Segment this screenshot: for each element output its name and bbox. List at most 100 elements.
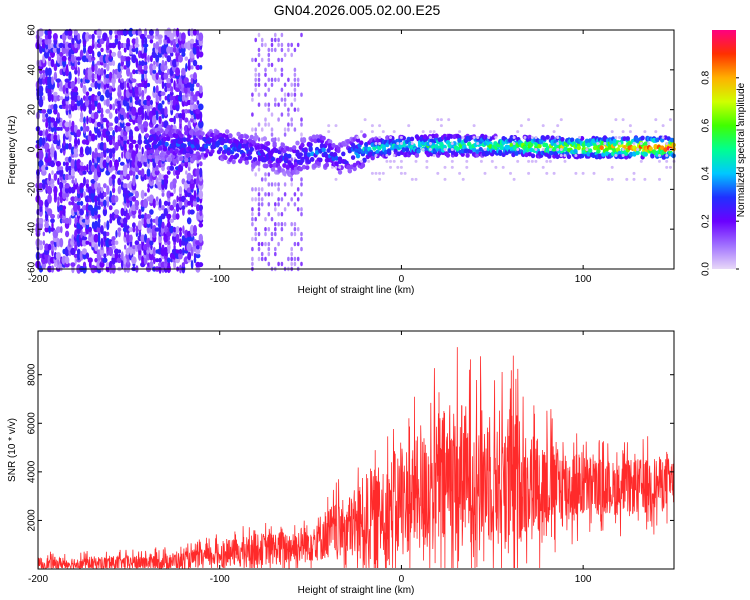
spectrogram-cell bbox=[196, 204, 200, 212]
spectrogram-cell bbox=[94, 257, 98, 263]
spectrogram-cell bbox=[119, 161, 125, 166]
spectrogram-cell bbox=[68, 186, 72, 194]
spectrogram-cell bbox=[70, 196, 76, 202]
spectrogram-cell bbox=[264, 92, 267, 97]
spectrogram-cell bbox=[73, 46, 79, 54]
spectrogram-cell bbox=[161, 192, 165, 197]
spectrogram-cell bbox=[131, 204, 137, 212]
spectrogram-cell bbox=[190, 91, 194, 97]
spectrogram-cell bbox=[93, 151, 99, 159]
spectrogram-cell bbox=[59, 168, 64, 177]
spectrogram-cell bbox=[160, 213, 166, 220]
spectrogram-cell bbox=[50, 58, 55, 68]
spectrogram-cell bbox=[347, 168, 352, 174]
spectrogram-cell bbox=[42, 231, 45, 237]
spectrogram-cell bbox=[138, 60, 142, 66]
spectrogram-cell bbox=[46, 177, 53, 186]
snr-x-tick-label: -200 bbox=[28, 574, 48, 585]
spectrogram-cell bbox=[39, 73, 43, 79]
spectrogram-cell bbox=[167, 261, 171, 268]
spectrogram-cell bbox=[131, 139, 137, 144]
snr-y-ticks: 2000 4000 6000 8000 bbox=[27, 363, 674, 532]
spectrogram-cell bbox=[77, 33, 81, 41]
spectrogram-cell bbox=[184, 199, 189, 208]
spectrogram-cell bbox=[283, 182, 287, 187]
spectrogram-cell bbox=[117, 134, 122, 141]
spectrogram-cell bbox=[129, 234, 133, 243]
spectrogram-cell bbox=[143, 104, 148, 110]
spectrogram-cell bbox=[566, 154, 572, 160]
spectrogram-cell bbox=[77, 66, 80, 77]
spectrogram-cell bbox=[153, 85, 156, 93]
spectrogram-cell bbox=[94, 80, 98, 90]
spectrogram-cell bbox=[621, 148, 625, 151]
spectrogram-cell bbox=[264, 217, 267, 222]
spectrogram-cell bbox=[126, 81, 130, 89]
spectrogram-cell bbox=[48, 56, 52, 61]
spectrogram-cell bbox=[162, 146, 168, 152]
spectrogram-cell bbox=[143, 63, 148, 71]
spectrogram-cell bbox=[228, 133, 233, 139]
spectrogram-cell bbox=[187, 200, 192, 206]
spectrogram-cell bbox=[119, 80, 125, 90]
spectrogram-cell bbox=[301, 164, 307, 170]
spectrogram-cell bbox=[129, 169, 133, 176]
spectrogram-cell bbox=[280, 32, 284, 38]
spectrogram-cell bbox=[109, 103, 113, 110]
spectrogram-cell bbox=[91, 73, 95, 80]
spectrogram-cell bbox=[117, 50, 122, 59]
spectrogram-cell bbox=[425, 159, 429, 163]
spectrogram-cell bbox=[74, 137, 78, 147]
spectrogram-cell bbox=[455, 146, 460, 152]
spectrogram-cell bbox=[293, 192, 297, 197]
spectrogram-cell bbox=[436, 118, 440, 122]
spectrogram-cell bbox=[50, 133, 55, 142]
spectrogram-cell bbox=[166, 38, 171, 44]
spectrogram-cell bbox=[175, 102, 180, 112]
colorbar-tick-label: 0.4 bbox=[701, 166, 712, 180]
spectrogram-cell bbox=[270, 127, 274, 132]
spectrogram-cell bbox=[97, 152, 101, 158]
spectrogram-cell bbox=[109, 159, 113, 168]
spectrogram-cell bbox=[187, 120, 191, 129]
spectrogram-cell bbox=[70, 80, 76, 90]
spectrogram-cell bbox=[660, 137, 665, 143]
spectrogram-cell bbox=[53, 134, 58, 141]
spectrogram-cell bbox=[210, 132, 215, 138]
spectrogram-cell bbox=[274, 222, 277, 227]
spectrogram-cell bbox=[280, 236, 284, 242]
spectrogram-cell bbox=[149, 63, 154, 72]
spectrogram-cell bbox=[117, 230, 121, 238]
spectrogram-cell bbox=[149, 209, 154, 215]
spectrogram-cell bbox=[329, 151, 334, 157]
spectrogram-cell bbox=[79, 152, 85, 158]
spectrogram-cell bbox=[141, 46, 144, 54]
spectrogram-cell bbox=[50, 50, 55, 58]
spectrogram-cell bbox=[47, 243, 52, 251]
spectrogram-cell bbox=[149, 248, 154, 255]
spectrogram-cell bbox=[142, 121, 149, 128]
spectrogram-cell bbox=[38, 85, 44, 94]
spectrogram-cell bbox=[146, 168, 151, 177]
spectrogram-x-tick-label: -100 bbox=[210, 274, 230, 285]
spectrogram-cell bbox=[512, 177, 516, 181]
spectrogram-cell bbox=[42, 95, 46, 101]
spectrogram-cell bbox=[151, 107, 157, 116]
spectrogram-cell bbox=[396, 165, 400, 169]
spectrogram-cell bbox=[181, 205, 186, 211]
spectrogram-cell bbox=[290, 251, 294, 257]
spectrogram-cell bbox=[632, 151, 637, 157]
spectrogram-cell bbox=[257, 197, 261, 202]
spectrogram-cell bbox=[270, 236, 274, 242]
spectrogram-cell bbox=[628, 152, 634, 157]
spectrogram-cell bbox=[257, 77, 261, 83]
spectrogram-cell bbox=[195, 144, 200, 150]
spectrogram-cell bbox=[260, 251, 264, 257]
spectrogram-cell bbox=[134, 95, 140, 101]
spectrogram-cell bbox=[154, 151, 159, 156]
spectrogram-cell bbox=[283, 192, 287, 197]
spectrogram-cell bbox=[50, 240, 55, 245]
spectrogram-cells bbox=[35, 27, 676, 274]
spectrogram-cell bbox=[443, 148, 447, 151]
spectrogram-cell bbox=[231, 142, 236, 148]
